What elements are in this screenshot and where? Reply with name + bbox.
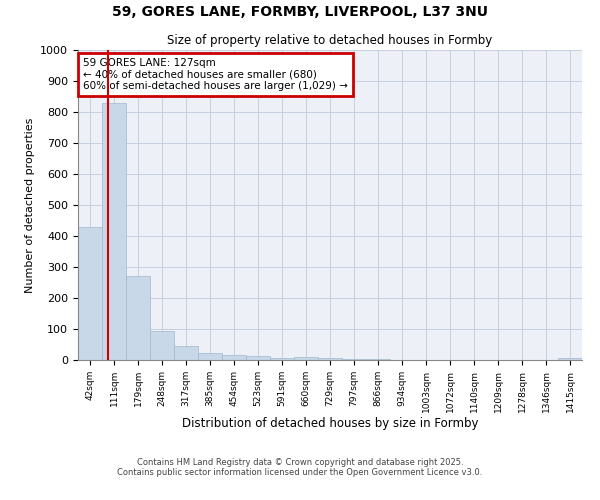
Bar (78, 226, 102, 360)
Bar (558, 358, 582, 360)
Bar (174, 346, 198, 360)
Bar (294, 357, 318, 360)
Bar (270, 358, 294, 360)
Bar (246, 356, 270, 360)
Y-axis label: Number of detached properties: Number of detached properties (25, 118, 35, 292)
Bar (318, 358, 342, 360)
Bar (222, 356, 246, 360)
Bar (342, 359, 366, 360)
Text: 59 GORES LANE: 127sqm
← 40% of detached houses are smaller (680)
60% of semi-det: 59 GORES LANE: 127sqm ← 40% of detached … (83, 58, 348, 91)
Bar (366, 359, 390, 360)
Text: Contains public sector information licensed under the Open Government Licence v3: Contains public sector information licen… (118, 468, 482, 477)
Text: 59, GORES LANE, FORMBY, LIVERPOOL, L37 3NU: 59, GORES LANE, FORMBY, LIVERPOOL, L37 3… (112, 5, 488, 19)
Title: Size of property relative to detached houses in Formby: Size of property relative to detached ho… (167, 34, 493, 48)
Bar (198, 353, 222, 360)
Bar (102, 102, 126, 360)
X-axis label: Distribution of detached houses by size in Formby: Distribution of detached houses by size … (182, 418, 478, 430)
Bar (150, 330, 174, 360)
Text: Contains HM Land Registry data © Crown copyright and database right 2025.: Contains HM Land Registry data © Crown c… (137, 458, 463, 467)
Bar (126, 276, 150, 360)
